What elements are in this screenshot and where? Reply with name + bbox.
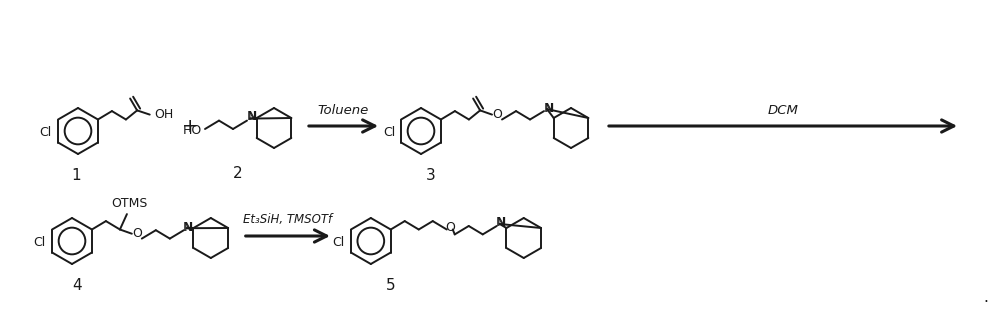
Text: OTMS: OTMS [112, 197, 148, 210]
Text: N: N [183, 221, 193, 234]
Text: N: N [543, 102, 553, 115]
Text: N: N [497, 216, 506, 229]
Text: N: N [246, 110, 256, 123]
Text: Cl: Cl [34, 236, 46, 250]
Text: O: O [445, 221, 455, 234]
Text: 2: 2 [233, 167, 243, 181]
Text: .: . [983, 290, 988, 306]
Text: Cl: Cl [383, 126, 395, 139]
Text: 1: 1 [71, 168, 81, 184]
Text: O: O [492, 108, 502, 121]
Text: +: + [182, 117, 198, 136]
Text: Cl: Cl [40, 126, 52, 139]
Text: Cl: Cl [333, 236, 345, 250]
Text: DCM: DCM [768, 104, 798, 117]
Text: 4: 4 [72, 278, 82, 294]
Text: O: O [132, 227, 142, 240]
Text: OH: OH [155, 108, 174, 121]
Text: N: N [544, 102, 554, 115]
Text: 5: 5 [386, 278, 396, 294]
Text: N: N [247, 110, 257, 123]
Text: Toluene: Toluene [318, 104, 369, 117]
Text: HO: HO [183, 124, 202, 137]
Text: Et₃SiH, TMSOTf: Et₃SiH, TMSOTf [243, 214, 332, 227]
Text: N: N [496, 216, 505, 229]
Text: 3: 3 [426, 168, 436, 184]
Text: N: N [184, 221, 194, 234]
